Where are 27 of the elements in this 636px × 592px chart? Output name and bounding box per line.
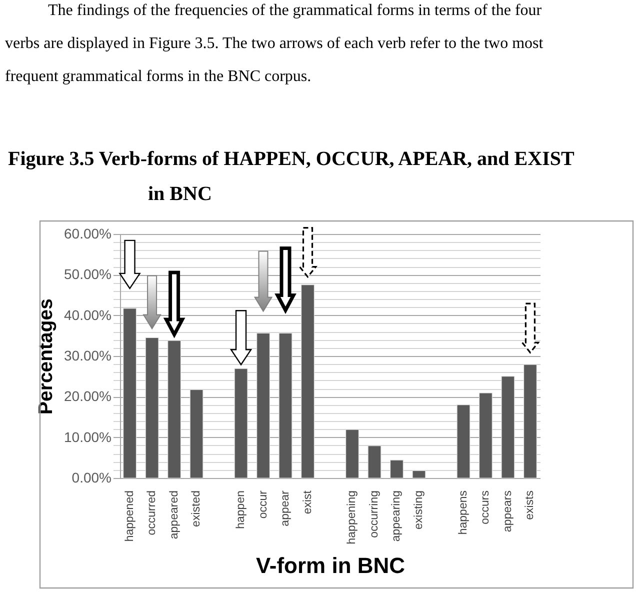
x-tick-label: existing (412, 490, 425, 530)
y-axis-title: Percentages (35, 298, 58, 414)
x-tick-label: exist (302, 490, 314, 514)
x-tick-label: happens (457, 490, 470, 535)
y-tick-label: 20.00% (64, 388, 112, 404)
x-tick-label: appear (280, 490, 292, 526)
x-tick-label: existed (190, 490, 203, 527)
x-tick-label: occurs (480, 490, 492, 524)
y-tick-label: 0.00% (72, 470, 112, 486)
x-tick-label: occurring (368, 490, 380, 538)
x-tick-label: appearing (390, 490, 403, 542)
x-tick-label: happening (346, 490, 358, 544)
x-axis-title: V-form in BNC (256, 553, 406, 578)
y-tick-label: 40.00% (64, 306, 112, 323)
x-tick-label: occurred (146, 490, 158, 536)
y-tick-label: 50.00% (64, 266, 112, 282)
x-tick-label: happen (235, 490, 248, 529)
x-tick-label: appears (502, 490, 514, 532)
x-tick-label: occur (257, 490, 270, 519)
text: The findings of the frequencies of the grammatical forms in terms of the four verbs are displayed in Figure 3.5. The two arrows of each verb refer to the two most frequent grammatical forms in the BNC corpus. (5, 2, 544, 85)
x-tick-label: appeared (168, 490, 180, 540)
y-tick-label: 60.00% (64, 226, 112, 242)
x-tick-label: exists (524, 490, 536, 520)
chart-title: Figure 3.5 Verb-forms of HAPPEN, OCCUR, APEAR, and EXIST in BNC (8, 148, 575, 205)
y-tick-label: 30.00% (64, 348, 112, 364)
x-tick-label: happened (124, 490, 136, 542)
y-tick-label: 10.00% (64, 428, 112, 445)
